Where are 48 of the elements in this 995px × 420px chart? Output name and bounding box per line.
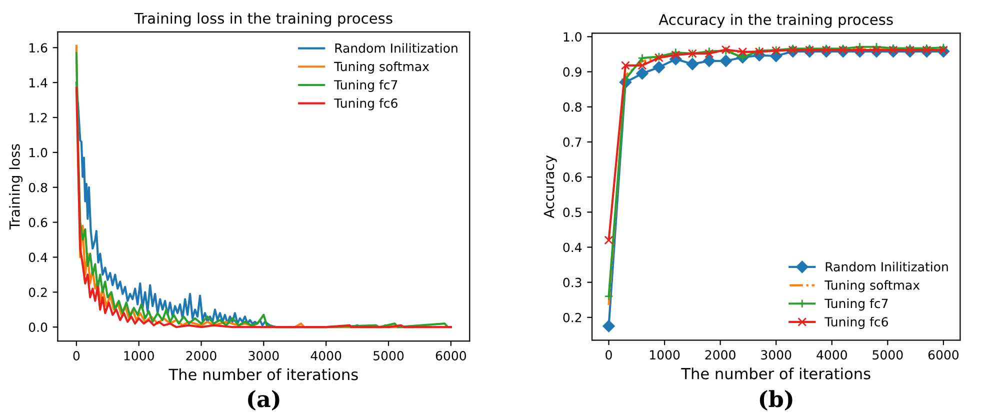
y-tick-label: 0.9 xyxy=(563,67,582,77)
text: (b) xyxy=(760,390,792,410)
y-axis-title: Accuracy xyxy=(544,155,557,218)
x-tick-label: 3000 xyxy=(248,350,279,360)
y-tick-label: 0.4 xyxy=(28,252,48,262)
y-tick-label: 0.3 xyxy=(563,278,582,288)
y-tick-label: 1.0 xyxy=(564,32,582,42)
chart-title: Training loss in the training process xyxy=(134,12,392,27)
y-tick-label: 0.0 xyxy=(28,322,48,332)
x-axis-title: The number of iterations xyxy=(168,368,358,380)
y-tick-label: 0.6 xyxy=(28,218,48,228)
legend-label: Random Inilitization xyxy=(335,43,458,53)
y-tick-label: 0.2 xyxy=(28,288,47,298)
y-tick-label: 1.6 xyxy=(29,43,48,53)
legend-label: Tuning fc7 xyxy=(824,298,888,311)
x-tick-label: 0 xyxy=(606,350,612,360)
x-tick-label: 5000 xyxy=(872,350,903,360)
legend-label: Tuning fc7 xyxy=(334,80,398,92)
x-tick-label: 6000 xyxy=(436,350,466,360)
legend-label: Tuning softmax xyxy=(334,62,430,74)
y-tick-label: 0.5 xyxy=(563,208,582,218)
legend-label: Tuning fc6 xyxy=(334,98,398,110)
y-tick-label: 0.6 xyxy=(563,172,582,182)
y-tick-label: 1.4 xyxy=(29,78,48,88)
chart-title: Accuracy in the training process xyxy=(658,14,893,28)
x-tick-label: 2000 xyxy=(705,350,736,360)
legend-label: Tuning fc6 xyxy=(824,316,888,329)
y-tick-label: 0.8 xyxy=(563,102,582,112)
y-tick-label: 0.2 xyxy=(563,312,582,322)
y-tick-label: 0.4 xyxy=(563,242,582,252)
x-tick-label: 3000 xyxy=(761,350,792,360)
legend-label: Random Inilitization xyxy=(826,262,948,272)
x-tick-label: 6000 xyxy=(928,350,959,360)
text: (a) xyxy=(248,390,280,410)
x-tick-label: 4000 xyxy=(816,350,847,360)
x-tick-label: 2000 xyxy=(186,350,216,360)
x-tick-label: 1000 xyxy=(650,350,680,360)
x-tick-label: 0 xyxy=(73,350,80,360)
x-tick-label: 4000 xyxy=(310,350,342,360)
x-tick-label: 5000 xyxy=(374,350,404,360)
y-axis-title: Training loss xyxy=(9,144,23,230)
x-axis-title: The number of iterations xyxy=(681,368,870,380)
y-tick-label: 1.2 xyxy=(29,112,47,122)
y-tick-label: 0.7 xyxy=(563,137,582,147)
y-tick-label: 1.0 xyxy=(29,148,48,158)
x-tick-label: 1000 xyxy=(124,350,154,360)
y-tick-label: 0.8 xyxy=(28,182,48,192)
legend-label: Tuning softmax xyxy=(824,280,920,292)
